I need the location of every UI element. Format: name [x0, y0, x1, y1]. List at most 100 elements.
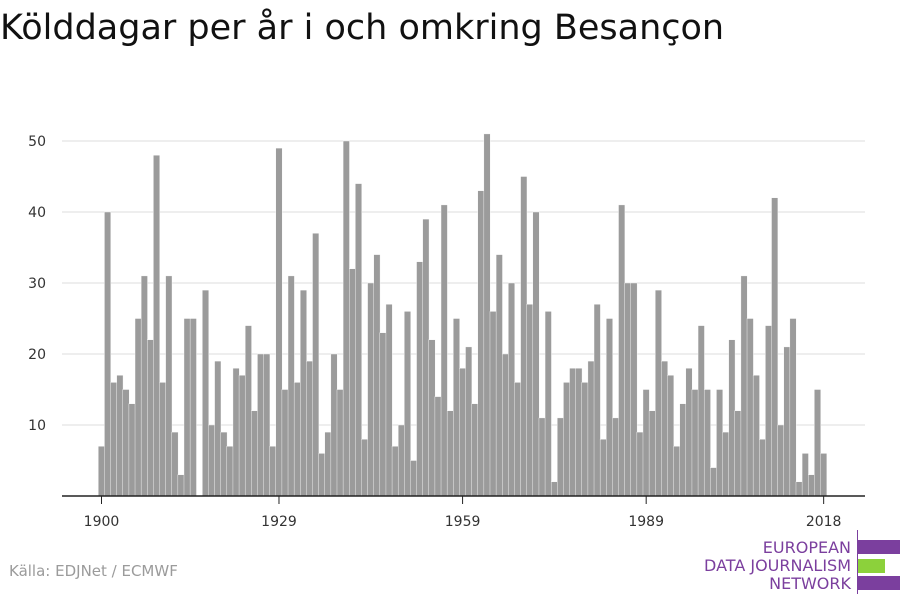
bar-1910	[159, 382, 167, 497]
bar-2010	[771, 197, 779, 497]
bar-1949	[397, 424, 405, 497]
bar-1929	[275, 147, 283, 497]
x-tick-label-1989: 1989	[628, 514, 664, 530]
bar-2018	[820, 453, 828, 497]
bar-1993	[667, 375, 675, 497]
bar-1978	[575, 368, 583, 497]
bar-1953	[422, 218, 430, 497]
bar-1928	[269, 446, 277, 497]
bar-1909	[153, 154, 160, 497]
logo-line-2: DATA JOURNALISM	[704, 556, 851, 575]
bar-1984	[612, 417, 619, 497]
bar-1942	[355, 183, 362, 497]
bar-1957	[446, 410, 454, 497]
bar-2002	[722, 431, 730, 497]
x-tick-label-1959: 1959	[445, 514, 481, 530]
bar-1920	[220, 431, 228, 497]
x-tick-label-1900: 1900	[84, 514, 120, 530]
bar-1982	[599, 439, 607, 497]
bar-1960	[465, 346, 473, 497]
x-tick-label-2018: 2018	[806, 514, 842, 530]
y-tick-label-10: 10	[28, 418, 46, 434]
bar-1918	[208, 424, 216, 497]
bar-1924	[244, 325, 252, 497]
bar-1965	[495, 254, 503, 497]
bar-1900	[98, 446, 105, 497]
bar-1934	[306, 360, 313, 497]
bar-1999	[703, 389, 711, 497]
bar-1901	[104, 211, 112, 497]
bar-1932	[293, 382, 301, 497]
bar-1977	[569, 368, 577, 497]
bar-1922	[232, 368, 240, 497]
logo-line-1: EUROPEAN	[762, 538, 851, 557]
y-tick-label-50: 50	[28, 134, 46, 150]
bar-2003	[728, 339, 736, 497]
bar-1988	[636, 431, 644, 497]
bar-1902	[110, 382, 118, 497]
bar-1940	[342, 140, 350, 497]
y-tick-label-40: 40	[28, 205, 46, 221]
bar-1989	[642, 389, 650, 497]
bar-1933	[300, 289, 307, 497]
bar-1950	[404, 311, 411, 497]
y-axis-labels: 10 20 30 40 50	[28, 134, 46, 434]
bar-2014	[795, 481, 803, 497]
bar-1912	[171, 431, 179, 497]
bar-1925	[251, 410, 258, 497]
bar-1987	[630, 282, 638, 497]
bar-2011	[777, 424, 785, 497]
chart-title: Kölddagar per år i och omkring Besançon	[0, 8, 725, 48]
bar-1995	[679, 403, 687, 497]
bar-2009	[765, 325, 772, 497]
bar-2006	[746, 318, 754, 497]
bar-1998	[697, 325, 705, 497]
bar-1904	[122, 389, 130, 497]
bar-2004	[734, 410, 742, 497]
bar-1981	[593, 304, 601, 497]
bar-1948	[391, 446, 399, 497]
bar-1913	[177, 474, 185, 497]
bar-1931	[287, 275, 295, 497]
bar-1975	[557, 417, 564, 497]
bar-2016	[808, 474, 815, 497]
bar-1966	[502, 353, 509, 497]
bar-1990	[648, 410, 656, 497]
bar-1906	[134, 318, 142, 497]
bar-2013	[789, 318, 797, 497]
bar-2017	[814, 389, 821, 497]
bar-1964	[489, 311, 497, 497]
bar-1905	[128, 403, 136, 497]
bar-1908	[147, 339, 154, 497]
bar-1974	[550, 481, 558, 497]
bar-1943	[361, 439, 369, 497]
bar-1939	[336, 389, 344, 497]
bar-1951	[410, 460, 418, 497]
bar-1936	[318, 453, 326, 497]
bar-1914	[183, 318, 191, 497]
logo-bar-middle	[858, 559, 885, 573]
bar-2015	[801, 453, 809, 497]
bar-1952	[416, 261, 424, 497]
bar-1979	[581, 382, 589, 497]
bar-1985	[618, 204, 626, 497]
bar-1956	[440, 204, 448, 497]
bar-1927	[263, 353, 271, 497]
bar-1961	[471, 403, 479, 497]
bar-1996	[685, 368, 693, 497]
bar-2007	[752, 375, 760, 497]
bar-2000	[710, 467, 717, 497]
logo-line-3: NETWORK	[769, 574, 851, 593]
bar-1972	[538, 417, 546, 497]
logo-bar-top	[858, 540, 900, 554]
bar-1986	[624, 282, 632, 497]
edjnet-logo: EUROPEAN DATA JOURNALISM NETWORK	[700, 530, 900, 594]
x-tick-label-1929: 1929	[261, 514, 297, 530]
bar-1947	[385, 304, 393, 497]
x-axis-ticks: 1900 1929 1959 1989 2018	[84, 496, 842, 530]
bar-1923	[238, 375, 246, 497]
bar-1980	[587, 360, 595, 497]
bar-1968	[514, 382, 522, 497]
source-note: Källa: EDJNet / ECMWF	[9, 562, 178, 580]
